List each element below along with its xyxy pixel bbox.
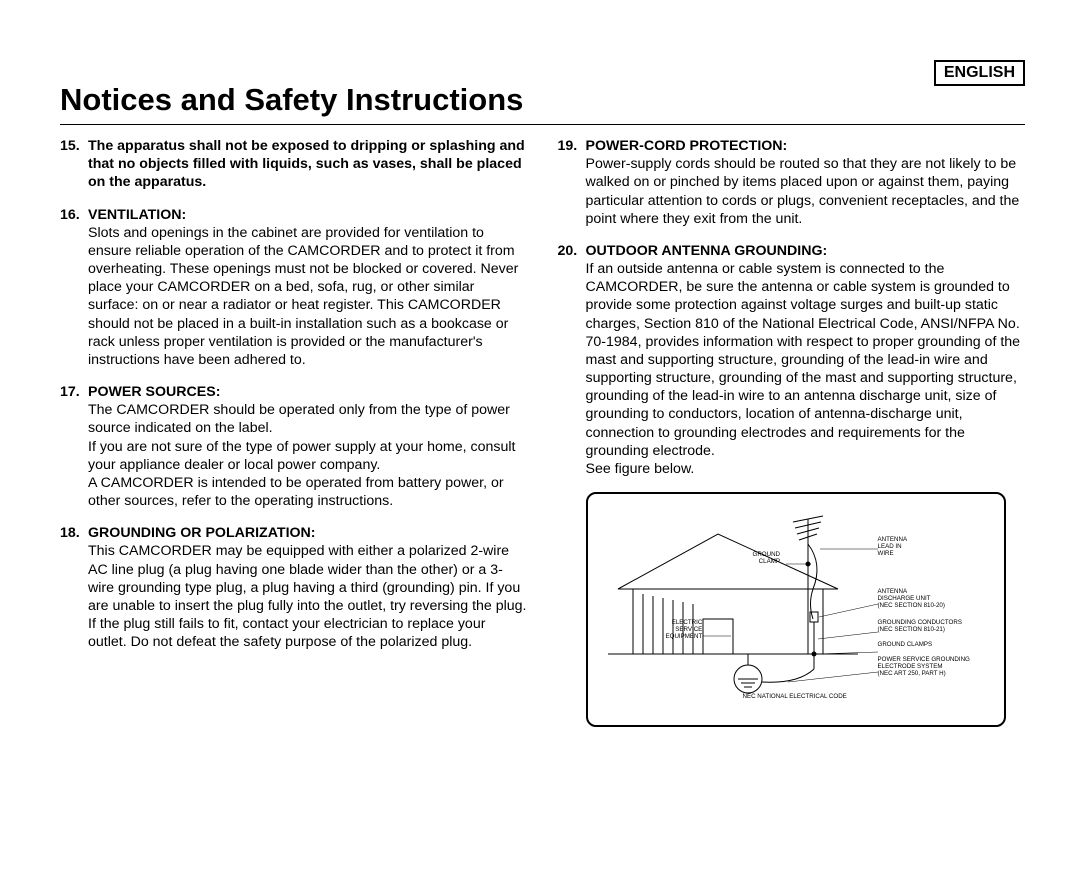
- item-number: 16.: [60, 206, 82, 224]
- left-column: 15. The apparatus shall not be exposed t…: [60, 137, 528, 727]
- item-number: 20.: [558, 242, 580, 260]
- item-body: Power-supply cords should be routed so t…: [558, 155, 1026, 228]
- item-15-text: The apparatus shall not be exposed to dr…: [88, 137, 528, 192]
- title-rule: [60, 124, 1025, 125]
- item-number: 19.: [558, 137, 580, 155]
- label-nec-code: NEC NATIONAL ELECTRICAL CODE: [743, 694, 847, 701]
- page-title: Notices and Safety Instructions: [60, 82, 1025, 118]
- diagram-svg: [598, 504, 998, 719]
- language-badge: ENGLISH: [934, 60, 1025, 86]
- diagram-container: ANTENNA LEAD IN WIRE GROUND CLAMP ANTENN…: [558, 492, 1026, 727]
- item-body: If an outside antenna or cable system is…: [558, 260, 1026, 478]
- label-electric-service: ELECTRIC SERVICE EQUIPMENT: [666, 620, 703, 640]
- item-number: 18.: [60, 524, 82, 542]
- item-16: 16. VENTILATION: Slots and openings in t…: [60, 206, 528, 370]
- antenna-grounding-diagram: ANTENNA LEAD IN WIRE GROUND CLAMP ANTENN…: [586, 492, 1006, 727]
- item-title: POWER-CORD PROTECTION:: [586, 137, 788, 155]
- item-15: 15. The apparatus shall not be exposed t…: [60, 137, 528, 192]
- label-antenna-lead: ANTENNA LEAD IN WIRE: [878, 537, 908, 557]
- label-power-service: POWER SERVICE GROUNDING ELECTRODE SYSTEM…: [878, 657, 970, 677]
- item-title: VENTILATION:: [88, 206, 186, 224]
- item-19: 19. POWER-CORD PROTECTION: Power-supply …: [558, 137, 1026, 228]
- item-body: Slots and openings in the cabinet are pr…: [60, 224, 528, 369]
- label-ground-clamps: GROUND CLAMPS: [878, 642, 933, 649]
- item-title: GROUNDING OR POLARIZATION:: [88, 524, 316, 542]
- item-17: 17. POWER SOURCES: The CAMCORDER should …: [60, 383, 528, 510]
- label-antenna-discharge: ANTENNA DISCHARGE UNIT (NEC SECTION 810-…: [878, 589, 945, 609]
- item-title: OUTDOOR ANTENNA GROUNDING:: [586, 242, 828, 260]
- item-number: 17.: [60, 383, 82, 401]
- item-number: 15.: [60, 137, 82, 192]
- item-title: POWER SOURCES:: [88, 383, 220, 401]
- label-grounding-conductors: GROUNDING CONDUCTORS (NEC SECTION 810-21…: [878, 620, 962, 634]
- item-20: 20. OUTDOOR ANTENNA GROUNDING: If an out…: [558, 242, 1026, 478]
- label-ground-clamp: GROUND CLAMP: [753, 552, 781, 566]
- content-columns: 15. The apparatus shall not be exposed t…: [60, 137, 1025, 727]
- right-column: 19. POWER-CORD PROTECTION: Power-supply …: [558, 137, 1026, 727]
- item-18: 18. GROUNDING OR POLARIZATION: This CAMC…: [60, 524, 528, 651]
- item-body: The CAMCORDER should be operated only fr…: [60, 401, 528, 510]
- item-body: This CAMCORDER may be equipped with eith…: [60, 542, 528, 651]
